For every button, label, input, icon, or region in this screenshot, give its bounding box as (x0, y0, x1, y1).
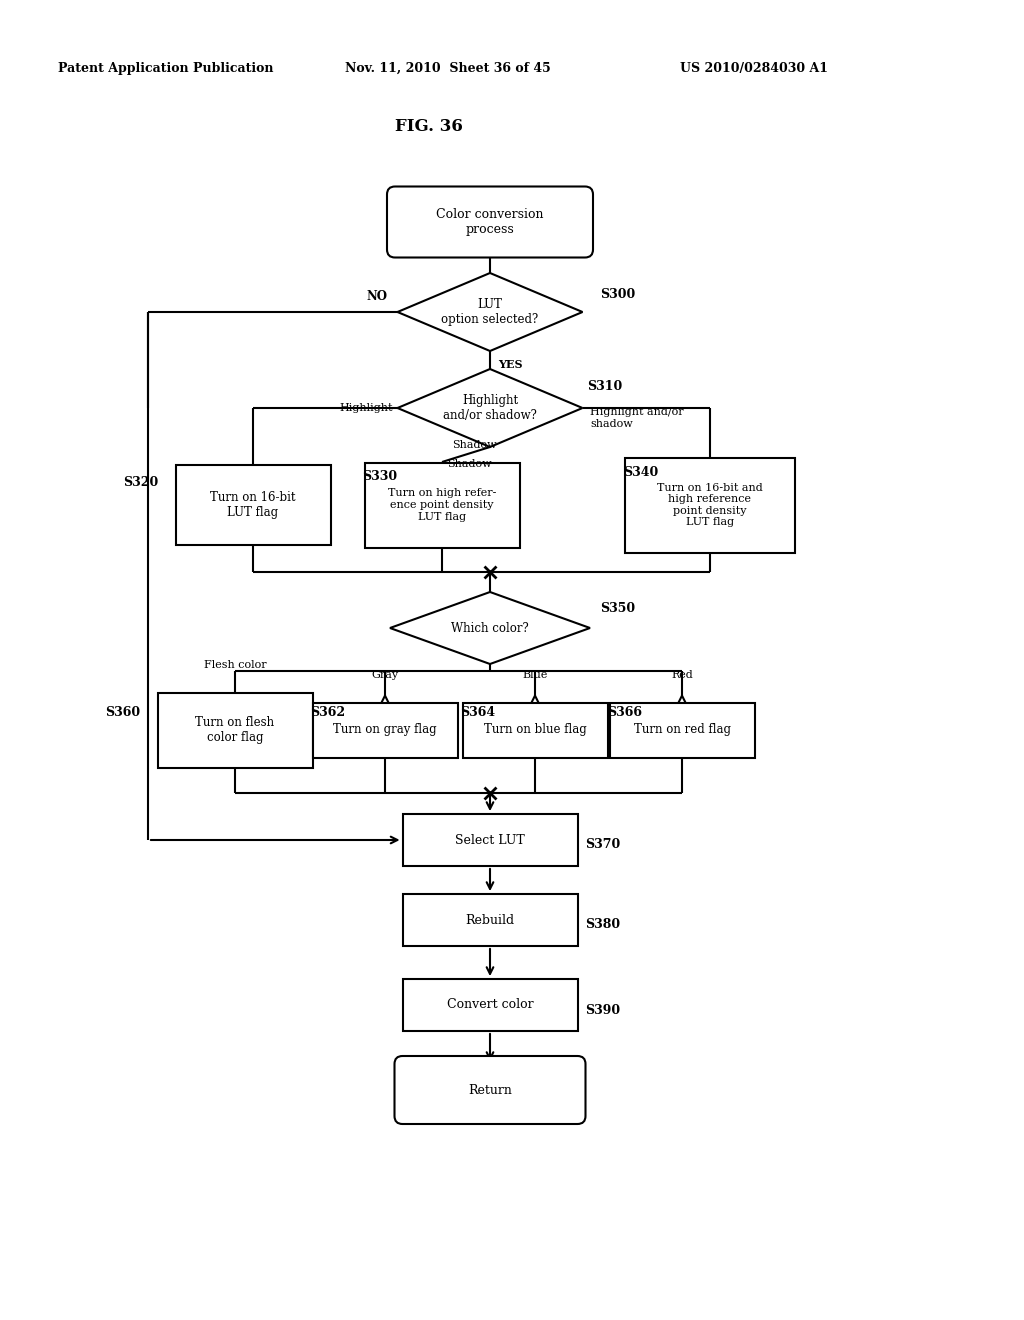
Bar (402, 894, 578, 946)
Text: S350: S350 (600, 602, 635, 615)
Bar (609, 702, 755, 758)
Text: Nov. 11, 2010  Sheet 36 of 45: Nov. 11, 2010 Sheet 36 of 45 (345, 62, 551, 75)
Text: Flesh color: Flesh color (204, 660, 266, 669)
Text: US 2010/0284030 A1: US 2010/0284030 A1 (680, 62, 828, 75)
Text: Select LUT: Select LUT (455, 833, 525, 846)
Text: S362: S362 (310, 705, 346, 718)
Text: YES: YES (498, 359, 522, 371)
Text: Which color?: Which color? (452, 622, 528, 635)
Text: S366: S366 (607, 705, 642, 718)
Text: Gray: Gray (372, 669, 398, 680)
Polygon shape (397, 370, 583, 447)
Text: Rebuild: Rebuild (466, 913, 515, 927)
Text: Highlight: Highlight (339, 403, 392, 413)
Text: Shadow: Shadow (447, 459, 492, 469)
Bar (463, 702, 607, 758)
Polygon shape (390, 591, 590, 664)
Text: S320: S320 (124, 477, 159, 490)
Text: S310: S310 (588, 380, 623, 392)
Text: Turn on high refer-
ence point density
LUT flag: Turn on high refer- ence point density L… (388, 488, 497, 521)
Text: Turn on 16-bit and
high reference
point density
LUT flag: Turn on 16-bit and high reference point … (657, 483, 763, 528)
Text: Convert color: Convert color (446, 998, 534, 1011)
FancyBboxPatch shape (394, 1056, 586, 1125)
Text: Turn on flesh
color flag: Turn on flesh color flag (196, 715, 274, 744)
Text: Turn on 16-bit
LUT flag: Turn on 16-bit LUT flag (210, 491, 296, 519)
FancyBboxPatch shape (387, 186, 593, 257)
Text: Return: Return (468, 1084, 512, 1097)
Text: S370: S370 (586, 838, 621, 851)
Bar (312, 702, 458, 758)
Text: Turn on red flag: Turn on red flag (634, 723, 730, 737)
Text: Shadow: Shadow (452, 441, 497, 450)
Text: FIG. 36: FIG. 36 (395, 117, 463, 135)
Text: Color conversion
process: Color conversion process (436, 209, 544, 236)
Bar (402, 979, 578, 1031)
Text: S330: S330 (362, 470, 397, 483)
Text: S360: S360 (105, 705, 140, 718)
Text: Turn on gray flag: Turn on gray flag (333, 723, 437, 737)
Text: S390: S390 (586, 1003, 621, 1016)
Text: Highlight
and/or shadow?: Highlight and/or shadow? (443, 393, 537, 422)
Text: Highlight and/or
shadow: Highlight and/or shadow (591, 407, 684, 429)
Text: S300: S300 (600, 288, 636, 301)
Text: S340: S340 (623, 466, 658, 479)
Bar (625, 458, 795, 553)
Text: NO: NO (367, 290, 387, 304)
Text: Turn on blue flag: Turn on blue flag (483, 723, 587, 737)
Bar (175, 465, 331, 545)
Bar (365, 462, 519, 548)
Bar (402, 814, 578, 866)
Text: Red: Red (671, 669, 693, 680)
Polygon shape (397, 273, 583, 351)
Text: LUT
option selected?: LUT option selected? (441, 298, 539, 326)
Text: Blue: Blue (522, 669, 548, 680)
Text: S364: S364 (461, 705, 496, 718)
Bar (158, 693, 312, 767)
Text: Patent Application Publication: Patent Application Publication (58, 62, 273, 75)
Text: S380: S380 (586, 919, 621, 932)
